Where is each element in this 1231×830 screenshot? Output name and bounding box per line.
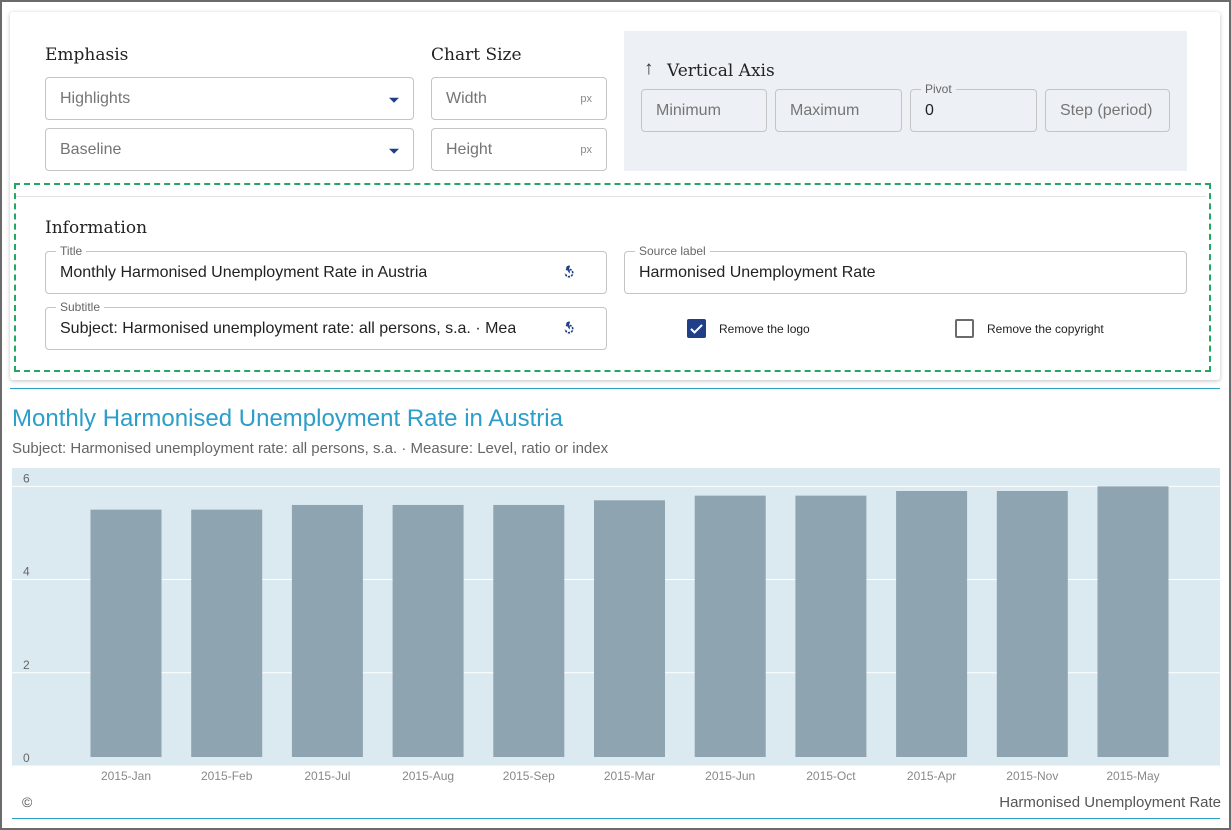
bar-chart: 0 2 4 6 2015-Jan 2015-Feb 2015-Jul 2015-Aug 2015… xyxy=(12,468,1220,788)
remove-logo-checkbox[interactable] xyxy=(687,319,706,338)
x-tick-label: 2015-Jun xyxy=(705,769,755,783)
axis-pivot-input[interactable]: Pivot 0 xyxy=(910,82,1037,132)
x-tick-label: 2015-Oct xyxy=(806,769,856,783)
width-unit: px xyxy=(580,92,592,105)
x-tick-label: 2015-Aug xyxy=(402,769,454,783)
x-tick-label: 2015-Sep xyxy=(503,769,555,783)
bar[interactable] xyxy=(291,504,363,757)
vertical-axis-panel: ↑ Vertical Axis Minimum Maximum Pivot 0 … xyxy=(624,31,1187,171)
x-tick-label: 2015-Nov xyxy=(1006,769,1058,783)
maximum-placeholder: Maximum xyxy=(790,101,860,119)
x-tick-label: 2015-Feb xyxy=(201,769,253,783)
source-label-input[interactable]: Source label Harmonised Unemployment Rat… xyxy=(624,244,1187,294)
highlights-placeholder: Highlights xyxy=(60,89,131,107)
information-highlight-box xyxy=(14,183,1211,372)
chart-bottom-rule xyxy=(12,818,1220,819)
subtitle-label: Subtitle xyxy=(56,300,105,314)
title-input[interactable]: Title Monthly Harmonised Unemployment Ra… xyxy=(45,244,607,294)
pivot-label: Pivot xyxy=(921,82,956,96)
bar[interactable] xyxy=(795,495,867,757)
vertical-axis-heading: Vertical Axis xyxy=(667,61,775,81)
baseline-placeholder: Baseline xyxy=(60,140,122,158)
y-tick-label: 6 xyxy=(23,471,30,485)
bar[interactable] xyxy=(896,490,968,757)
bar[interactable] xyxy=(694,495,766,757)
width-placeholder: Width xyxy=(446,89,487,107)
bar[interactable] xyxy=(493,504,565,757)
information-heading: Information xyxy=(45,218,148,238)
highlights-select[interactable]: Highlights xyxy=(45,77,414,120)
chart-top-rule xyxy=(10,388,1220,389)
bar[interactable] xyxy=(90,509,162,757)
bar-chart-svg: 0 2 4 6 2015-Jan 2015-Feb 2015-Jul 2015-Aug 2015… xyxy=(12,468,1220,783)
pivot-value: 0 xyxy=(925,101,934,119)
y-tick-label: 2 xyxy=(23,658,30,672)
axis-maximum-input[interactable]: Maximum xyxy=(775,89,902,132)
x-tick-label: 2015-Jul xyxy=(304,769,350,783)
title-label: Title xyxy=(56,244,87,258)
source-label-legend: Source label xyxy=(635,244,710,258)
y-tick-label: 0 xyxy=(23,751,30,765)
y-tick-label: 4 xyxy=(23,565,30,579)
bar[interactable] xyxy=(392,504,464,757)
minimum-placeholder: Minimum xyxy=(656,101,721,119)
x-tick-label: 2015-Jan xyxy=(101,769,151,783)
bar[interactable] xyxy=(191,509,263,757)
title-value: Monthly Harmonised Unemployment Rate in … xyxy=(60,263,428,281)
axis-minimum-input[interactable]: Minimum xyxy=(641,89,767,132)
copyright-symbol: © xyxy=(22,794,33,810)
step-placeholder: Step (period) xyxy=(1060,101,1153,119)
x-tick-label: 2015-May xyxy=(1106,769,1159,783)
subtitle-value: Subject: Harmonised unemployment rate: a… xyxy=(60,319,517,337)
remove-copyright-checkbox[interactable] xyxy=(955,319,974,338)
baseline-select[interactable]: Baseline xyxy=(45,128,414,171)
chart-subtitle: Subject: Harmonised unemployment rate: a… xyxy=(12,440,609,457)
source-label-value: Harmonised Unemployment Rate xyxy=(639,263,876,281)
section-divider xyxy=(14,196,1206,197)
height-placeholder: Height xyxy=(446,140,493,158)
height-unit: px xyxy=(580,143,592,156)
chart-size-heading: Chart Size xyxy=(431,45,522,65)
reset-icon[interactable] xyxy=(560,263,578,282)
emphasis-heading: Emphasis xyxy=(45,45,129,65)
chart-source: Harmonised Unemployment Rate xyxy=(999,794,1221,811)
bar[interactable] xyxy=(996,490,1068,757)
remove-logo-label: Remove the logo xyxy=(719,322,810,336)
subtitle-input[interactable]: Subtitle Subject: Harmonised unemploymen… xyxy=(45,300,607,350)
x-tick-label: 2015-Mar xyxy=(604,769,655,783)
bar[interactable] xyxy=(594,500,665,757)
chevron-down-icon xyxy=(389,97,399,103)
width-input[interactable]: Width px xyxy=(431,77,607,120)
chevron-down-icon xyxy=(389,148,399,154)
axis-step-input[interactable]: Step (period) xyxy=(1045,89,1170,132)
reset-icon[interactable] xyxy=(560,319,578,338)
check-icon xyxy=(690,324,703,334)
height-input[interactable]: Height px xyxy=(431,128,607,171)
arrow-up-icon: ↑ xyxy=(644,58,654,79)
x-tick-label: 2015-Apr xyxy=(907,769,956,783)
bar[interactable] xyxy=(1097,486,1169,757)
remove-copyright-label: Remove the copyright xyxy=(987,322,1104,336)
chart-title: Monthly Harmonised Unemployment Rate in … xyxy=(12,405,563,432)
